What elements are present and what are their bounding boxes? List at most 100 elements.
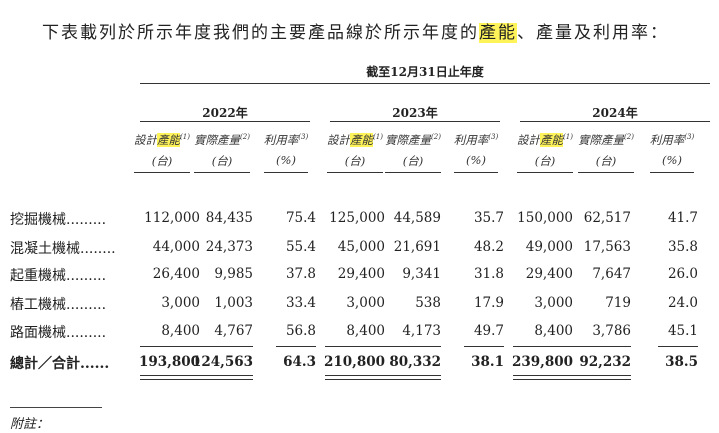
utilization-header: 利用率(3) — [254, 132, 318, 148]
table-cell: 112,000 — [144, 210, 200, 226]
utilization-label: 利用率 — [453, 133, 489, 147]
capacity-header: 設計產能(1) — [507, 132, 583, 148]
table-cell: 26.0 — [667, 266, 698, 282]
footnote-1: (1) — [373, 133, 383, 142]
table-cell: 37.8 — [285, 266, 316, 282]
table-cell: 62,517 — [583, 210, 631, 226]
utilization-header: 利用率(3) — [640, 132, 704, 148]
year-rule-2023 — [330, 121, 500, 122]
total-cell: 124,563 — [191, 354, 253, 370]
period-rule — [140, 83, 710, 84]
capacity-header: 設計產能(1) — [317, 132, 393, 148]
column-underline — [264, 172, 308, 173]
table-cell: 29,400 — [525, 266, 573, 282]
total-cell: 80,332 — [389, 354, 441, 370]
capacity-prefix: 設計 — [327, 133, 351, 147]
subtotal-rule — [571, 346, 631, 347]
table-cell: 44,589 — [393, 210, 441, 226]
table-cell: 21,691 — [393, 239, 441, 255]
note-rule — [10, 407, 102, 408]
table-cell: 3,000 — [534, 295, 573, 311]
footnote-1: (1) — [563, 133, 573, 142]
table-cell: 8,400 — [346, 323, 385, 339]
row-label: 混凝土機械........ — [10, 241, 116, 257]
table-cell: 41.7 — [667, 210, 698, 226]
total-cell: 210,800 — [323, 354, 385, 370]
column-underline — [454, 172, 498, 173]
table-cell: 9,341 — [402, 266, 441, 282]
total-cell: 38.5 — [665, 354, 698, 370]
table-cell: 55.4 — [285, 239, 316, 255]
column-underline — [134, 172, 190, 173]
total-double-rule — [381, 375, 441, 380]
table-cell: 719 — [605, 295, 631, 311]
output-unit: (台) — [402, 154, 424, 168]
intro-text-start: 下表載列於所示年度我們的主要產品線於所示年度的 — [42, 23, 479, 43]
table-cell: 8,400 — [534, 323, 573, 339]
subtotal-rule — [140, 346, 200, 347]
year-2024: 2024年 — [592, 106, 638, 120]
subtotal-rule — [513, 346, 573, 347]
table-cell: 125,000 — [329, 210, 385, 226]
table-cell: 17.9 — [473, 295, 504, 311]
table-cell: 35.7 — [473, 210, 504, 226]
column-underline — [327, 172, 383, 173]
output-label: 實際產量 — [194, 133, 241, 147]
table-cell: 33.4 — [285, 295, 316, 311]
capacity-prefix: 設計 — [134, 133, 158, 147]
output-header: 實際產量(2) — [375, 132, 451, 148]
utilization-header: 利用率(3) — [444, 132, 508, 148]
output-unit: (台) — [211, 154, 233, 168]
total-cell: 92,232 — [579, 354, 631, 370]
note-label: 附註： — [10, 417, 50, 432]
utilization-unit: (%) — [466, 153, 486, 167]
table-cell: 1,003 — [214, 295, 253, 311]
footnote-2: (2) — [240, 133, 250, 142]
year-2022: 2022年 — [202, 106, 248, 120]
table-cell: 26,400 — [152, 266, 200, 282]
table-cell: 3,786 — [592, 323, 631, 339]
output-header: 實際產量(2) — [568, 132, 644, 148]
table-cell: 75.4 — [285, 210, 316, 226]
output-label: 實際產量 — [385, 133, 432, 147]
table-cell: 45,000 — [337, 239, 385, 255]
subtotal-rule — [325, 346, 385, 347]
subtotal-rule — [381, 346, 441, 347]
footnote-3: (3) — [488, 133, 499, 142]
table-cell: 24,373 — [205, 239, 253, 255]
total-cell: 38.1 — [471, 354, 504, 370]
column-underline — [650, 172, 694, 173]
table-cell: 3,000 — [161, 295, 200, 311]
subtotal-rule — [276, 346, 316, 347]
total-double-rule — [571, 375, 631, 380]
column-underline — [578, 172, 634, 173]
table-cell: 17,563 — [583, 239, 631, 255]
output-header: 實際產量(2) — [184, 132, 260, 148]
period-header: 截至12月31日止年度 — [366, 65, 484, 79]
capacity-highlight: 產能 — [157, 133, 181, 147]
subtotal-rule — [464, 346, 504, 347]
capacity-unit: (台) — [534, 154, 556, 168]
total-double-rule — [193, 375, 253, 380]
column-underline — [517, 172, 573, 173]
total-cell: 193,800 — [138, 354, 200, 370]
table-cell: 49.7 — [473, 323, 504, 339]
capacity-header: 設計產能(1) — [124, 132, 200, 148]
utilization-label: 利用率 — [649, 133, 685, 147]
capacity-unit: (台) — [151, 154, 173, 168]
table-cell: 56.8 — [285, 323, 316, 339]
total-double-rule — [513, 375, 573, 380]
column-underline — [385, 172, 441, 173]
table-cell: 29,400 — [337, 266, 385, 282]
subtotal-rule — [658, 346, 698, 347]
utilization-unit: (%) — [276, 153, 296, 167]
intro-highlight: 產能 — [479, 23, 517, 43]
table-cell: 24.0 — [667, 295, 698, 311]
table-cell: 48.2 — [473, 239, 504, 255]
year-2023: 2023年 — [392, 106, 438, 120]
output-label: 實際產量 — [578, 133, 625, 147]
subtotal-rule — [193, 346, 253, 347]
footnote-3: (3) — [298, 133, 309, 142]
year-rule-2022 — [140, 121, 310, 122]
table-cell: 7,647 — [592, 266, 631, 282]
